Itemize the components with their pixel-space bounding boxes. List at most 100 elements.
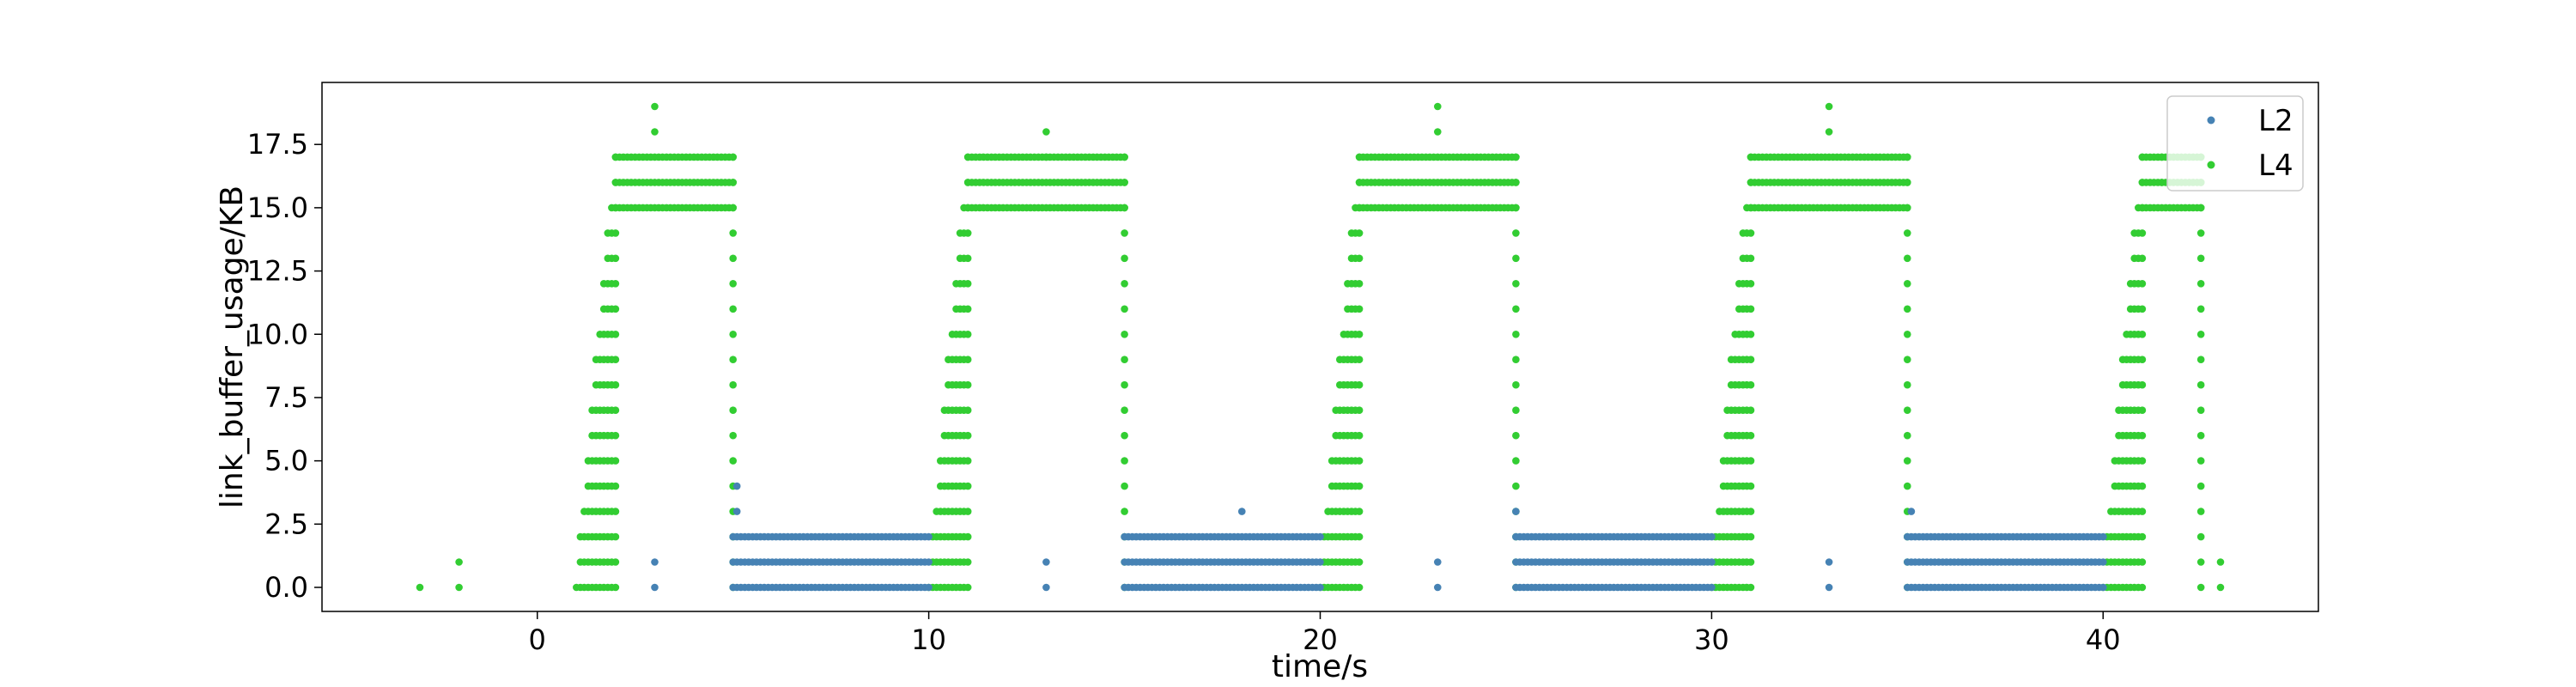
l4-point bbox=[2138, 583, 2147, 592]
l4-point bbox=[1904, 153, 1911, 161]
l4-point bbox=[729, 305, 737, 313]
l4-point bbox=[729, 380, 737, 389]
l4-point bbox=[611, 305, 620, 313]
l4-point bbox=[1512, 305, 1520, 313]
l4-point bbox=[1512, 204, 1520, 212]
l4-point bbox=[651, 128, 659, 136]
l4-point bbox=[2196, 532, 2205, 541]
legend-box bbox=[2166, 95, 2304, 192]
l4-point bbox=[1747, 583, 1755, 592]
l2-point bbox=[925, 583, 933, 592]
l4-point bbox=[1355, 305, 1364, 313]
l4-point bbox=[1747, 356, 1755, 364]
l4-point bbox=[1121, 305, 1128, 313]
l4-point bbox=[2138, 356, 2147, 364]
legend[interactable]: L2 L4 bbox=[2166, 95, 2304, 192]
l4-point bbox=[1512, 406, 1520, 415]
l4-point bbox=[1121, 179, 1128, 186]
l4-point bbox=[1121, 331, 1128, 338]
l4-point bbox=[1121, 380, 1128, 389]
l4-point bbox=[611, 457, 620, 465]
l4-point bbox=[2216, 558, 2225, 566]
y-tick-label: 17.5 bbox=[247, 128, 308, 161]
y-tick-label: 7.5 bbox=[264, 381, 308, 414]
l4-point bbox=[1121, 254, 1128, 263]
l4-point bbox=[963, 356, 972, 364]
y-axis-label: link_buffer_usage/KB bbox=[215, 185, 250, 508]
l4-point bbox=[611, 331, 620, 338]
l4-point bbox=[963, 431, 972, 440]
l4-point bbox=[2138, 280, 2147, 288]
l2-point bbox=[1907, 508, 1916, 515]
l4-point bbox=[1512, 457, 1520, 465]
l4-point bbox=[1512, 356, 1520, 364]
l4-point bbox=[1355, 280, 1364, 288]
l4-point bbox=[1355, 331, 1364, 338]
l4-point bbox=[1747, 457, 1755, 465]
l4-point bbox=[1904, 380, 1911, 389]
l4-point bbox=[2138, 305, 2147, 313]
l4-point bbox=[1355, 532, 1364, 541]
legend-marker-l2 bbox=[2207, 116, 2215, 125]
l4-point bbox=[729, 179, 737, 186]
l4-point bbox=[416, 583, 424, 592]
l4-point bbox=[963, 305, 972, 313]
l4-point bbox=[2158, 153, 2166, 161]
l4-point bbox=[2196, 280, 2205, 288]
l4-point bbox=[1434, 102, 1442, 111]
l2-point bbox=[651, 583, 659, 592]
l4-point bbox=[2138, 508, 2147, 515]
l4-point bbox=[1042, 128, 1050, 136]
l4-point bbox=[611, 380, 620, 389]
l4-point bbox=[2196, 204, 2205, 212]
l4-point bbox=[1747, 380, 1755, 389]
l4-point bbox=[2138, 558, 2147, 566]
l2-point bbox=[1316, 558, 1324, 566]
l2-point bbox=[1316, 532, 1324, 541]
l2-point bbox=[1042, 583, 1050, 592]
l4-point bbox=[729, 153, 737, 161]
l4-point bbox=[1355, 380, 1364, 389]
l4-point bbox=[963, 280, 972, 288]
l2-point bbox=[1708, 558, 1716, 566]
l4-point bbox=[2138, 254, 2147, 263]
l4-point bbox=[1512, 280, 1520, 288]
l4-point bbox=[1904, 254, 1911, 263]
l4-point bbox=[2138, 380, 2147, 389]
l4-point bbox=[1355, 482, 1364, 490]
l4-point bbox=[455, 583, 463, 592]
l4-point bbox=[1904, 406, 1911, 415]
legend-label-l4: L4 bbox=[2258, 149, 2293, 183]
l4-point bbox=[963, 583, 972, 592]
legend-label-l2: L2 bbox=[2258, 104, 2293, 138]
l4-point bbox=[729, 280, 737, 288]
l4-point bbox=[1121, 153, 1128, 161]
l4-point bbox=[1747, 482, 1755, 490]
l4-point bbox=[611, 431, 620, 440]
l4-point bbox=[963, 331, 972, 338]
plot-area bbox=[321, 82, 2319, 612]
l4-point bbox=[1355, 356, 1364, 364]
l2-point bbox=[1708, 583, 1716, 592]
l4-point bbox=[2138, 457, 2147, 465]
y-tick-label: 10.0 bbox=[247, 318, 308, 350]
l4-point bbox=[1512, 153, 1520, 161]
l4-point bbox=[2196, 305, 2205, 313]
l4-point bbox=[1121, 406, 1128, 415]
l4-point bbox=[1825, 128, 1833, 136]
l4-point bbox=[1355, 583, 1364, 592]
l4-point bbox=[1121, 431, 1128, 440]
x-tick-label: 0 bbox=[529, 623, 546, 656]
l4-point bbox=[1904, 482, 1911, 490]
l4-point bbox=[1904, 204, 1911, 212]
l4-point bbox=[2196, 431, 2205, 440]
l4-point bbox=[729, 431, 737, 440]
l4-point bbox=[2138, 331, 2147, 338]
l4-point bbox=[1355, 457, 1364, 465]
l4-point bbox=[1747, 305, 1755, 313]
l4-point bbox=[611, 406, 620, 415]
l4-point bbox=[1747, 558, 1755, 566]
y-tick-label: 0.0 bbox=[264, 571, 308, 604]
l4-point bbox=[1355, 254, 1364, 263]
l4-point bbox=[611, 532, 620, 541]
